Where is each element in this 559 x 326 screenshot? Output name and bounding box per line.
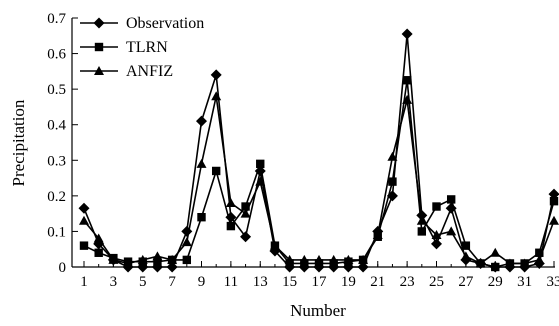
y-tick-label: 0.6 — [47, 47, 66, 63]
x-tick-label: 31 — [517, 274, 532, 290]
data-point-tlrn — [241, 202, 249, 210]
data-point-tlrn — [432, 202, 440, 210]
x-tick-label: 11 — [224, 274, 238, 290]
data-point-anfiz — [549, 216, 559, 225]
x-tick-label: 7 — [168, 274, 176, 290]
y-tick-label: 0.1 — [47, 224, 66, 240]
x-tick-label: 21 — [370, 274, 385, 290]
data-point-tlrn — [197, 213, 205, 221]
data-point-observation — [402, 29, 413, 40]
data-point-anfiz — [226, 198, 236, 207]
x-tick-label: 17 — [312, 274, 328, 290]
x-tick-label: 5 — [139, 274, 147, 290]
x-tick-label: 9 — [198, 274, 206, 290]
data-point-observation — [181, 226, 192, 237]
data-point-tlrn — [94, 249, 102, 257]
data-point-observation — [460, 254, 471, 265]
legend-label: Observation — [126, 15, 204, 32]
data-point-tlrn — [388, 177, 396, 185]
data-point-tlrn — [212, 167, 220, 175]
x-tick-label: 13 — [253, 274, 268, 290]
data-point-observation — [79, 203, 90, 214]
data-point-tlrn — [80, 241, 88, 249]
x-axis-label: Number — [290, 301, 346, 320]
data-point-anfiz — [211, 91, 221, 100]
legend-item-anfiz: ANFIZ — [80, 63, 173, 80]
x-tick-label: 15 — [282, 274, 297, 290]
legend-item-tlrn: TLRN — [80, 39, 168, 56]
x-tick-label: 1 — [80, 274, 88, 290]
data-point-anfiz — [446, 226, 456, 235]
series-anfiz — [79, 91, 559, 267]
data-point-tlrn — [418, 227, 426, 235]
data-point-observation — [196, 116, 207, 127]
x-tick-label: 3 — [110, 274, 118, 290]
series-tlrn — [80, 76, 558, 271]
x-tick-label: 33 — [547, 274, 559, 290]
data-point-observation — [431, 238, 442, 249]
data-point-tlrn — [227, 222, 235, 230]
data-point-tlrn — [183, 256, 191, 264]
y-tick-label: 0.4 — [47, 118, 66, 134]
x-tick-label: 25 — [429, 274, 444, 290]
y-tick-label: 0.2 — [47, 189, 66, 205]
y-axis-label: Precipitation — [9, 99, 28, 186]
legend-marker-observation — [94, 18, 105, 29]
y-tick-label: 0 — [59, 260, 67, 276]
y-tick-label: 0.7 — [47, 11, 66, 27]
x-tick-label: 27 — [458, 274, 474, 290]
legend-item-observation: Observation — [80, 15, 204, 32]
data-point-observation — [211, 69, 222, 80]
x-tick-label: 29 — [488, 274, 503, 290]
legend-marker-tlrn — [95, 43, 103, 51]
y-tick-label: 0.3 — [47, 153, 66, 169]
data-point-observation — [416, 210, 427, 221]
legend: Observation TLRN ANFIZ — [80, 15, 204, 80]
data-point-observation — [387, 190, 398, 201]
x-tick-label: 19 — [341, 274, 356, 290]
legend-label: TLRN — [126, 39, 168, 56]
series-line-tlrn — [84, 80, 554, 267]
y-tick-label: 0.5 — [47, 82, 66, 98]
series-line-anfiz — [84, 96, 554, 263]
data-point-tlrn — [447, 195, 455, 203]
x-tick-label: 23 — [400, 274, 415, 290]
data-point-anfiz — [490, 248, 500, 257]
legend-label: ANFIZ — [126, 63, 173, 80]
data-point-anfiz — [197, 159, 207, 168]
